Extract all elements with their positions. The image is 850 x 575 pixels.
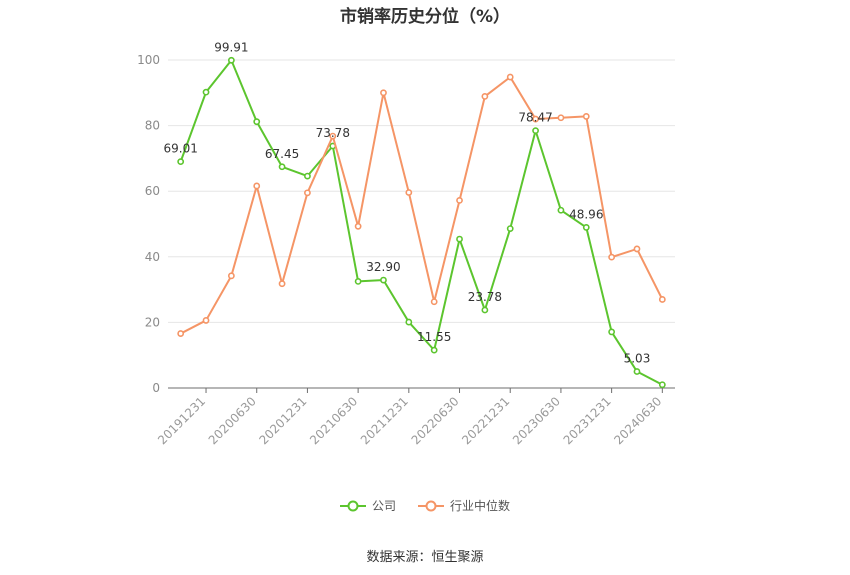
x-tick-label: 20220630 [409, 394, 462, 447]
series-line-1 [180, 76, 664, 335]
y-tick-label: 20 [145, 315, 160, 329]
y-tick-label: 60 [145, 184, 160, 198]
grid-layer [168, 59, 675, 323]
series-0-point [253, 118, 261, 126]
y-tick-label: 40 [145, 250, 160, 264]
data-label: 73.78 [316, 126, 350, 140]
axis-layer: 0204060801002019123120200630202012312021… [137, 53, 675, 447]
series-0-point [227, 56, 235, 64]
y-tick-label: 100 [137, 53, 160, 67]
series-0-point [557, 206, 565, 214]
x-tick-label: 20221231 [459, 394, 512, 447]
series-0-point [532, 127, 539, 135]
series-0-point [177, 158, 185, 166]
data-label-layer: 69.01 99.91 67.45 73.78 32.90 11.55 23.78 78.47… [163, 40, 650, 365]
legend-label-company: 公司 [371, 499, 396, 513]
x-tick-label: 20210630 [307, 394, 360, 447]
series-0-point [481, 306, 489, 314]
series-0-point [354, 277, 362, 285]
series-1-point [227, 272, 235, 280]
legend-item-industry-median[interactable]: 行业中位数 [418, 497, 510, 514]
legend-label-industry-median: 行业中位数 [450, 499, 511, 513]
x-tick-label: 20191231 [155, 394, 208, 447]
series-1-point [177, 330, 185, 337]
series-1-point [253, 182, 261, 190]
x-tick-label: 20240630 [611, 394, 664, 447]
x-tick-label: 20211231 [358, 394, 411, 447]
series-1-point [633, 245, 641, 253]
series-1-point [380, 89, 387, 97]
legend: 公司 行业中位数 [0, 497, 850, 514]
series-1-point [278, 280, 286, 288]
series-0-point [380, 276, 387, 284]
data-label: 48.96 [569, 207, 603, 221]
x-tick-label: 20231231 [561, 394, 614, 447]
series-1-point [582, 113, 590, 120]
series-1-point [329, 132, 337, 140]
series-0-point [278, 163, 286, 171]
series-1-point [202, 317, 210, 324]
series-0-point [633, 368, 641, 375]
legend-company-marker-icon [339, 500, 366, 511]
data-source-note: 数据来源：恒生聚源 [366, 550, 484, 565]
y-tick-label: 0 [152, 381, 160, 395]
series-0-point [456, 235, 463, 243]
x-tick-label: 20200630 [206, 394, 259, 447]
series-0-point [405, 318, 413, 326]
chart-title: 市销率历史分位（%） [339, 7, 511, 27]
series-0-point [430, 346, 438, 354]
y-tick-label: 80 [145, 119, 160, 133]
series-1-point [405, 189, 413, 196]
series-0-point [608, 328, 616, 336]
series-1-point [506, 73, 514, 81]
series-1-point [557, 114, 565, 122]
series-0-point [506, 225, 514, 232]
series-1-point [532, 115, 539, 123]
line-chart: 0204060801002019123120200630202012312021… [137, 40, 675, 447]
series-1-point [304, 189, 311, 197]
data-label: 23.78 [468, 290, 502, 304]
data-label: 11.55 [417, 330, 451, 344]
series-0-point [304, 172, 311, 180]
series-1-point [481, 93, 489, 100]
series-0-point [202, 88, 210, 96]
series-0-point [582, 224, 590, 231]
data-label: 5.03 [624, 352, 651, 366]
x-tick-label: 20201231 [256, 394, 309, 447]
legend-industry-marker-icon [418, 500, 444, 511]
data-label: 32.90 [366, 260, 400, 274]
series-layer [177, 56, 666, 389]
series-1-point [430, 298, 438, 306]
series-0-point [658, 381, 666, 389]
series-1-point [608, 253, 616, 261]
series-1-point [354, 222, 362, 230]
series-1-point [658, 296, 666, 303]
legend-item-company[interactable]: 公司 [339, 497, 396, 514]
data-label: 69.01 [163, 142, 197, 156]
series-line-0 [179, 59, 663, 386]
data-label: 67.45 [265, 147, 299, 161]
series-1-point [456, 196, 463, 204]
data-label: 78.47 [518, 111, 552, 125]
data-label: 99.91 [214, 40, 248, 54]
x-tick-label: 20230630 [510, 394, 563, 447]
